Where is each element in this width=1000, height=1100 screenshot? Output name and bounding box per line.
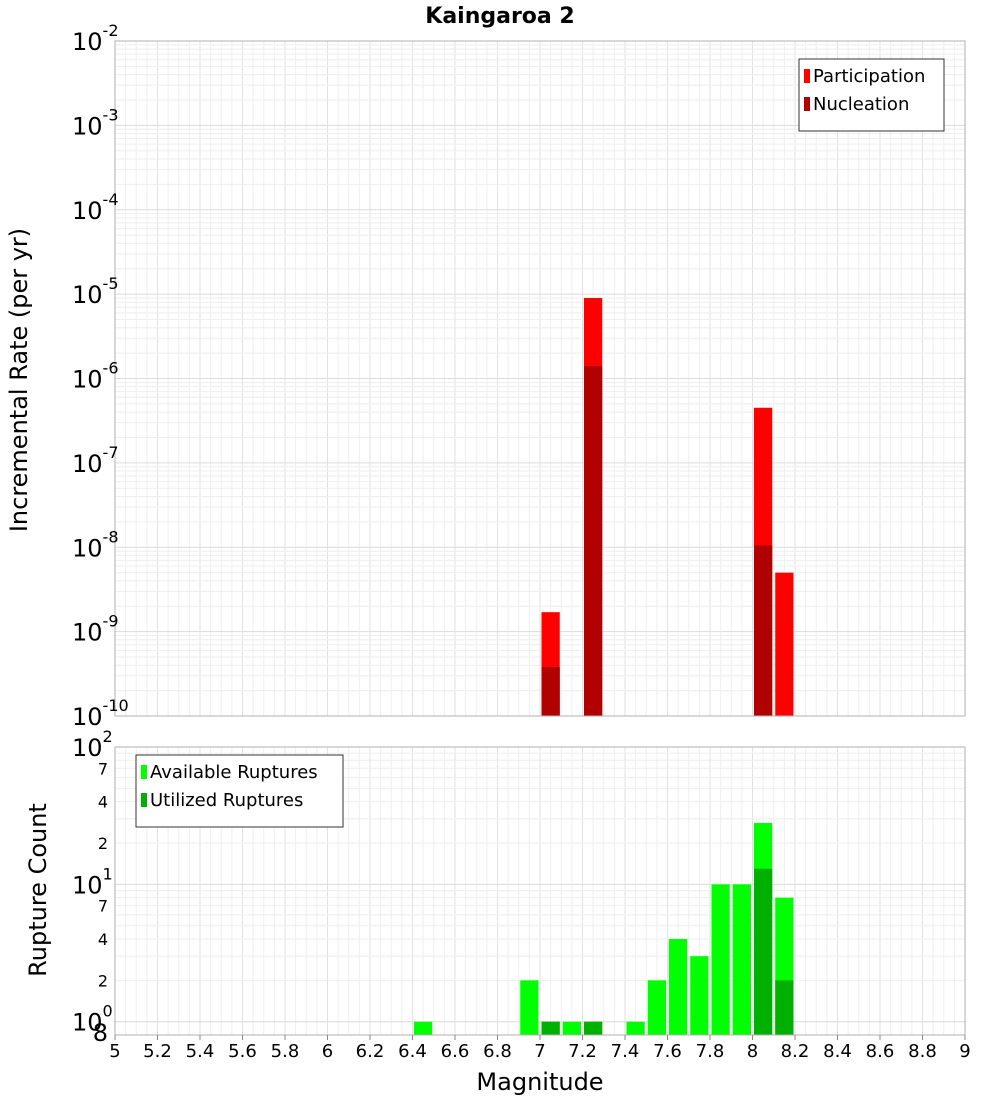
x-tick-label: 9 [959, 1041, 970, 1062]
bar-available-ruptures [647, 980, 666, 1035]
y-tick-label: 10-6 [72, 359, 119, 394]
y-minor-tick-label: 4 [98, 793, 108, 812]
x-tick-label: 5.8 [271, 1041, 300, 1062]
count-legend: Available Ruptures Utilized Ruptures [135, 754, 344, 828]
count-panel: 102 101 100 7 4 2 7 4 2 8 Rupture Count Available… [24, 727, 966, 1047]
y-minor-tick-label: 8 [93, 1019, 108, 1047]
bar-available-ruptures [562, 1021, 581, 1035]
x-tick-label: 6.6 [441, 1041, 470, 1062]
count-y-ticks: 102 101 100 7 4 2 7 4 2 8 [72, 727, 113, 1047]
chart-title: Kaingaroa 2 [425, 4, 574, 29]
x-tick-label: 6.8 [483, 1041, 512, 1062]
y-minor-tick-label: 4 [98, 930, 108, 949]
rate-grid [114, 41, 966, 717]
x-tick-label: 7.2 [568, 1041, 597, 1062]
y-tick-label: 10-8 [72, 527, 119, 562]
rate-plot-frame [114, 40, 966, 717]
y-tick-label: 10-5 [72, 274, 119, 309]
y-tick-label: 10-7 [72, 443, 119, 478]
x-tick-label: 8.4 [823, 1041, 852, 1062]
x-axis-title: Magnitude [476, 1068, 603, 1096]
legend-box [798, 58, 945, 132]
bar-available-ruptures [414, 1021, 433, 1035]
count-y-axis-title: Rupture Count [24, 803, 52, 977]
rate-bars [541, 297, 794, 716]
rate-y-ticks: 10-2 10-3 10-4 10-5 10-6 10-7 10-8 10-9 10-10 [72, 21, 129, 731]
y-minor-tick-label: 2 [98, 971, 108, 990]
bar-utilized-ruptures [584, 1021, 603, 1035]
x-axis-ticks: 5 5.2 5.4 5.6 5.8 6 6.2 6.4 6.6 6.8 7 7.2 7.4 7.6 7.8 8… [109, 1035, 971, 1062]
legend-box [135, 754, 344, 828]
y-tick-label: 10-10 [72, 696, 129, 731]
bar-nucleation [754, 545, 773, 716]
x-tick-label: 6.2 [356, 1041, 385, 1062]
bar-utilized-ruptures [775, 980, 794, 1035]
x-tick-label: 7.8 [696, 1041, 725, 1062]
bar-participation [775, 572, 794, 716]
x-tick-label: 8 [747, 1041, 758, 1062]
bar-utilized-ruptures [541, 1021, 560, 1035]
legend-swatch [804, 97, 810, 111]
bar-available-ruptures [669, 939, 688, 1035]
bar-available-ruptures [711, 884, 730, 1035]
legend-swatch [804, 69, 810, 83]
count-bars [414, 822, 794, 1035]
y-minor-tick-label: 7 [98, 759, 108, 778]
x-tick-label: 5.4 [186, 1041, 215, 1062]
rate-panel: 10-2 10-3 10-4 10-5 10-6 10-7 10-8 10-9 10-10 In… [5, 21, 966, 731]
y-tick-label: 102 [72, 727, 113, 762]
bar-available-ruptures [732, 884, 751, 1035]
rate-legend: Participation Nucleation [798, 58, 945, 132]
x-tick-label: 6 [322, 1041, 333, 1062]
x-tick-label: 7 [534, 1041, 545, 1062]
legend-swatch [141, 793, 147, 807]
y-tick-label: 10-4 [72, 190, 119, 225]
y-tick-label: 10-2 [72, 21, 119, 56]
y-tick-label: 100 [72, 1002, 113, 1037]
rate-y-axis-title: Incremental Rate (per yr) [5, 228, 33, 532]
x-tick-label: 5.6 [228, 1041, 257, 1062]
legend-swatch [141, 765, 147, 779]
x-tick-label: 8.6 [866, 1041, 895, 1062]
y-tick-label: 10-3 [72, 105, 119, 140]
y-tick-label: 101 [72, 864, 113, 899]
bar-utilized-ruptures [754, 868, 773, 1035]
x-tick-label: 7.6 [653, 1041, 682, 1062]
legend-label: Participation [813, 66, 925, 87]
legend-label: Available Ruptures [150, 762, 318, 783]
legend-label: Utilized Ruptures [150, 790, 303, 811]
bar-nucleation [584, 366, 603, 716]
x-tick-label: 8.2 [781, 1041, 810, 1062]
x-tick-label: 5.2 [143, 1041, 172, 1062]
bar-available-ruptures [690, 956, 709, 1035]
x-tick-label: 8.8 [908, 1041, 937, 1062]
legend-label: Nucleation [813, 94, 909, 115]
y-minor-tick-label: 7 [98, 897, 108, 916]
bar-nucleation [541, 667, 560, 716]
x-tick-label: 7.4 [611, 1041, 640, 1062]
y-tick-label: 10-9 [72, 612, 119, 647]
x-tick-label: 5 [109, 1041, 120, 1062]
x-tick-label: 6.4 [398, 1041, 427, 1062]
bar-available-ruptures [520, 980, 539, 1035]
y-minor-tick-label: 2 [98, 834, 108, 853]
bar-available-ruptures [626, 1021, 645, 1035]
